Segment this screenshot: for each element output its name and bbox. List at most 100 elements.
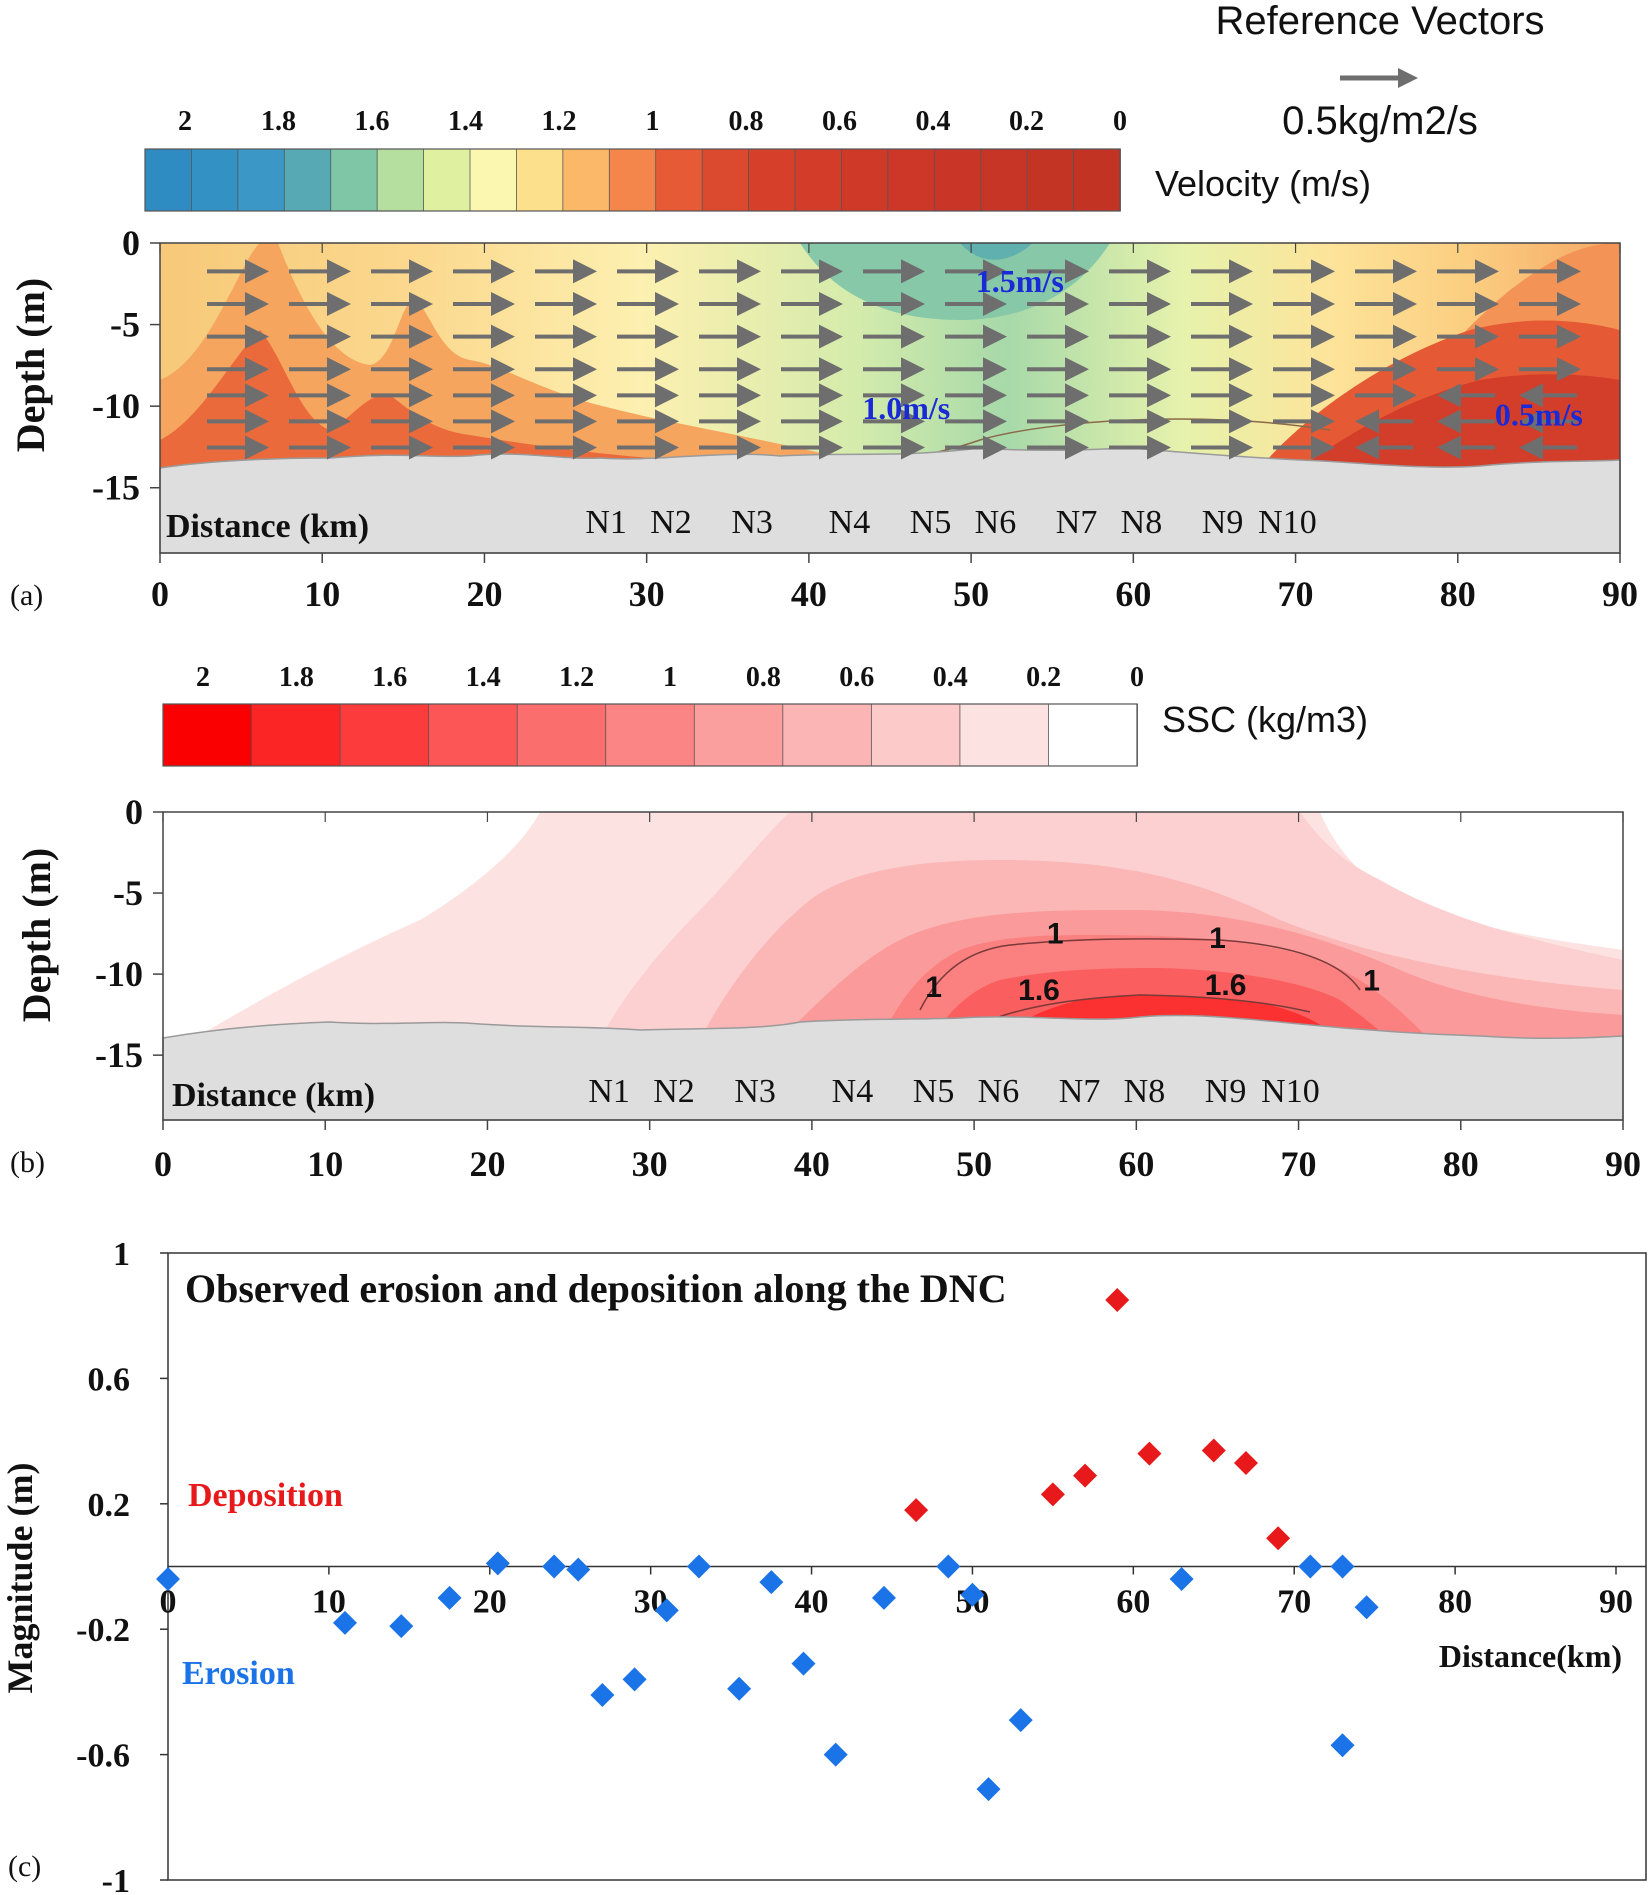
erosion-point — [823, 1742, 848, 1767]
colorbar-swatch — [144, 148, 193, 212]
panel-b: 2 1.8 1.6 1.4 1.2 1 0.8 0.6 0.4 0.2 0 SSC (kg/m3) … — [10, 662, 1641, 1184]
station-label: N1 — [585, 504, 627, 541]
section-b-xtick-label: 40 — [794, 1144, 830, 1184]
colorbar-swatch — [162, 703, 253, 767]
scatter-ytick-label: 0.6 — [88, 1361, 131, 1398]
erosion-point — [542, 1554, 567, 1579]
section-b-ytick-label: -5 — [113, 873, 143, 913]
panel-label-b: (b) — [10, 1146, 45, 1179]
colorbar-swatch — [516, 148, 564, 212]
legend-erosion: Erosion — [182, 1655, 295, 1692]
colorbar-tick-label: 2 — [196, 662, 210, 693]
colorbar-swatch — [870, 703, 961, 767]
scatter-xtick-label: 60 — [1116, 1584, 1150, 1621]
section-b-xtick-label: 0 — [154, 1144, 172, 1184]
colorbar-swatch — [237, 148, 286, 212]
ssc-seabed — [162, 1014, 1624, 1121]
scatter-ytick-label: -0.6 — [76, 1738, 130, 1775]
colorbar-swatch — [339, 703, 430, 767]
colorbar-tick-label: 1.4 — [448, 106, 483, 137]
colorbar-swatch — [562, 148, 611, 212]
erosion-point — [590, 1683, 615, 1708]
station-label: N3 — [731, 504, 773, 541]
colorbar-swatch — [794, 148, 843, 212]
scatter-xtick-label: 80 — [1438, 1584, 1472, 1621]
ssc-contour-label: 1 — [1047, 917, 1064, 950]
erosion-point — [1330, 1554, 1355, 1579]
colorbar-swatch — [469, 148, 518, 212]
scatter-ylabel: Magnitude (m) — [0, 1463, 40, 1694]
section-a-ytick-label: 0 — [122, 223, 140, 263]
colorbar-tick-label: 0.8 — [746, 662, 781, 693]
station-label: N10 — [1258, 504, 1317, 541]
panel-a: Reference Vectors 0.5kg/m2/s 2 1.8 1.6 1.4 1… — [8, 0, 1638, 614]
section-a-xtick-label: 60 — [1115, 574, 1151, 614]
ssc-contour-label: 1.6 — [1018, 974, 1060, 1007]
colorbar-swatch — [980, 148, 1029, 212]
panel-label-a: (a) — [10, 579, 43, 612]
scatter-ytick-label: -0.2 — [76, 1612, 130, 1649]
ssc-contour-label: 1 — [925, 971, 942, 1004]
section-a-xtick-label: 70 — [1278, 574, 1314, 614]
velocity-annotation: 1.0m/s — [862, 390, 950, 426]
erosion-point — [1330, 1733, 1355, 1758]
section-a-ytick-label: -10 — [92, 386, 140, 426]
erosion-point — [389, 1614, 414, 1639]
station-label: N8 — [1121, 504, 1163, 541]
erosion-point — [654, 1598, 679, 1623]
legend-deposition: Deposition — [188, 1477, 343, 1514]
reference-vectors-value: 0.5kg/m2/s — [1282, 99, 1478, 143]
scatter-ytick-label: 0.2 — [88, 1487, 131, 1524]
section-b-xtick-label: 10 — [307, 1144, 343, 1184]
colorbar-swatch — [605, 703, 696, 767]
velocity-annotation: 0.5m/s — [1495, 397, 1583, 433]
ssc-contour-1p6 — [989, 994, 1311, 1021]
colorbar-tick-label: 0.6 — [822, 106, 857, 137]
colorbar-tick-label: 0.8 — [729, 106, 764, 137]
velocity-core-1p5 — [800, 243, 1110, 320]
erosion-point — [566, 1557, 591, 1582]
scatter-ytick-label: -1 — [102, 1863, 130, 1895]
section-b-xtick-label: 20 — [469, 1144, 505, 1184]
section-b-ytick-label: -15 — [95, 1035, 143, 1075]
erosion-point — [1298, 1554, 1323, 1579]
colorbar-swatch — [748, 148, 796, 212]
ssc-contour-label: 1 — [1209, 922, 1226, 955]
panel-label-c: (c) — [8, 1850, 41, 1883]
colorbar-swatch — [933, 148, 982, 212]
section-b-ytick-label: 0 — [125, 792, 143, 832]
section-a-xtick-label: 20 — [466, 574, 502, 614]
colorbar-swatch — [701, 148, 750, 212]
reference-vectors-title: Reference Vectors — [1215, 0, 1544, 43]
colorbar-swatch — [693, 703, 784, 767]
section-a-ytick-label: -15 — [92, 468, 140, 508]
scatter-plot: 010203040506070809010.60.2-0.2-0.6-1 — [76, 1236, 1646, 1895]
station-label: N9 — [1202, 504, 1244, 541]
velocity-section — [159, 242, 1621, 554]
colorbar-swatch — [283, 148, 332, 212]
erosion-point — [622, 1667, 647, 1692]
deposition-point — [1073, 1463, 1098, 1488]
colorbar-tick-label: 1.6 — [355, 106, 390, 137]
scatter-xtick-label: 10 — [312, 1584, 346, 1621]
velocity-annotation: 1.5m/s — [976, 263, 1064, 299]
station-label: N3 — [734, 1073, 776, 1110]
colorbar-tick-label: 1.4 — [466, 662, 501, 693]
panel-c: 010203040506070809010.60.2-0.2-0.6-1 Obs… — [0, 1236, 1647, 1895]
ssc-contour-label: 1 — [1363, 964, 1380, 997]
colorbar-swatch — [887, 148, 936, 212]
colorbar-swatch — [191, 148, 239, 212]
station-label: N5 — [910, 504, 952, 541]
station-label: N7 — [1056, 504, 1098, 541]
colorbar-swatch — [959, 703, 1050, 767]
deposition-point — [1201, 1438, 1226, 1463]
scatter-xtick-label: 0 — [160, 1584, 177, 1621]
erosion-point — [485, 1551, 510, 1576]
station-label: N7 — [1059, 1073, 1101, 1110]
colorbar-swatch — [841, 148, 889, 212]
station-label: N9 — [1205, 1073, 1247, 1110]
erosion-point — [976, 1777, 1001, 1802]
ssc-colorbar: 2 1.8 1.6 1.4 1.2 1 0.8 0.6 0.4 0.2 0 — [162, 662, 1144, 767]
scatter-xtick-label: 90 — [1599, 1584, 1633, 1621]
erosion-point — [332, 1610, 357, 1635]
